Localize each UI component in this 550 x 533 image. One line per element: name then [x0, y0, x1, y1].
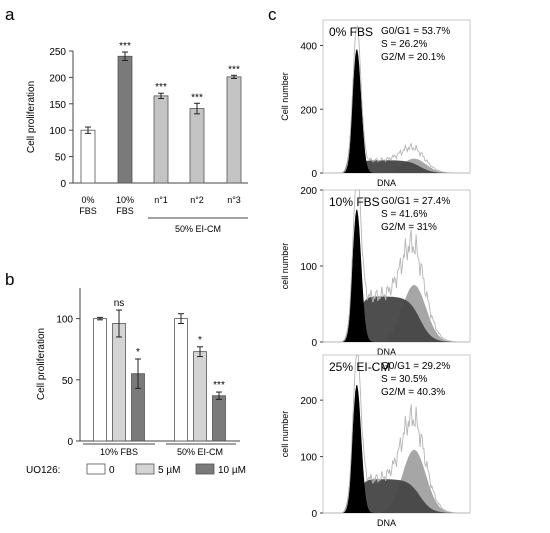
x-axis-label: DNA: [377, 347, 396, 357]
bar: [189, 108, 205, 184]
bar: [80, 129, 96, 184]
y-tick-label: 200: [300, 105, 317, 116]
g0g1-peak-area: [323, 209, 470, 342]
bar: [117, 55, 133, 184]
y-axis-label: Cell proliferation: [36, 328, 47, 400]
y-tick-label: 200: [300, 186, 317, 197]
y-tick-label: 200: [49, 73, 66, 84]
y-tick-label: 100: [300, 453, 317, 464]
bar: [226, 76, 242, 184]
g0g1-peak-area: [323, 49, 470, 173]
phase-stat: S = 26.2%: [381, 39, 428, 50]
y-tick-label: 400: [300, 42, 317, 53]
phase-stat: G0/G1 = 27.4%: [381, 196, 450, 207]
panel-label-c: c: [268, 5, 277, 24]
y-tick-label: 0: [311, 169, 317, 180]
y-axis-label: cell number: [280, 243, 290, 290]
phase-stat: G0/G1 = 29.2%: [381, 361, 450, 372]
subplot-label: 0% FBS: [329, 25, 373, 39]
x-tick-label: FBS: [116, 206, 134, 216]
g2m-peak-area: [323, 158, 470, 173]
g0g1-peak-area: [323, 385, 470, 513]
y-tick-label: 100: [300, 262, 317, 273]
y-tick-label: 50: [55, 153, 67, 164]
legend-label: 0: [109, 465, 115, 476]
legend-swatch: [195, 463, 215, 475]
y-tick-label: 0: [311, 509, 317, 520]
subplot-label: 25% EI-CM: [329, 360, 390, 374]
raw-histogram-line: [323, 24, 470, 174]
x-tick-label: FBS: [79, 206, 97, 216]
histogram-frame: [322, 19, 471, 174]
legend-swatch: [135, 463, 155, 475]
significance-label: ***: [155, 82, 167, 93]
raw-histogram-line: [323, 354, 470, 514]
bar: [153, 95, 169, 184]
legend-swatch: [86, 463, 106, 475]
panel-label-b: b: [5, 270, 14, 289]
phase-stat: G2/M = 40.3%: [381, 387, 445, 398]
x-tick-label: n°1: [154, 195, 168, 205]
g2m-peak-area: [323, 285, 470, 342]
significance-label: *: [198, 335, 202, 346]
x-tick-label: n°3: [227, 195, 241, 205]
phase-stat: G2/M = 31%: [381, 222, 437, 233]
y-tick-label: 0: [311, 338, 317, 349]
x-tick-label: 10%: [116, 195, 134, 205]
group-label: 50% EI-CM: [175, 224, 221, 234]
bar: [93, 318, 107, 442]
x-tick-label: n°2: [190, 195, 204, 205]
subplot-label: 10% FBS: [329, 195, 380, 209]
panel-c-histograms: 0 200 400 Cell number DNA 0% FBS G0/G1 = 53.7%…: [280, 19, 471, 528]
phase-stat: S = 41.6%: [381, 209, 428, 220]
y-tick-label: 200: [300, 396, 317, 407]
x-tick-label: 0%: [81, 195, 94, 205]
bar: [212, 395, 226, 442]
legend-title: UO126:: [26, 465, 60, 476]
significance-label: *: [136, 347, 140, 358]
legend-label: 10 µM: [218, 465, 246, 476]
phase-stat: G0/G1 = 53.7%: [381, 26, 450, 37]
bar: [174, 318, 188, 442]
x-tick-label: 50% EI-CM: [177, 447, 223, 457]
y-tick-label: 250: [49, 47, 66, 58]
legend-label: 5 µM: [158, 465, 180, 476]
panel-b-chart: 0 50 100 Cell proliferation 10% FBS ns * 50% EI…: [26, 288, 246, 476]
significance-label: ***: [191, 92, 203, 103]
panel-label-a: a: [5, 5, 15, 24]
raw-histogram-line: [323, 189, 470, 343]
y-axis-label: Cell number: [280, 72, 290, 121]
x-axis-label: DNA: [377, 178, 396, 188]
phase-stat: S = 30.5%: [381, 374, 428, 385]
y-tick-label: 150: [49, 100, 66, 111]
y-tick-label: 50: [62, 376, 74, 387]
significance-label: ***: [213, 380, 225, 391]
y-tick-label: 100: [49, 126, 66, 137]
bar: [112, 323, 126, 442]
x-tick-label: 10% FBS: [100, 447, 138, 457]
significance-label: ns: [114, 298, 125, 309]
significance-label: ***: [119, 41, 131, 52]
g2m-peak-area: [323, 449, 470, 513]
y-axis-label: Cell proliferation: [26, 81, 37, 153]
y-tick-label: 100: [56, 315, 73, 326]
bar: [193, 351, 207, 442]
significance-label: ***: [228, 64, 240, 75]
x-axis-label: DNA: [377, 518, 396, 528]
phase-stat: G2/M = 20.1%: [381, 52, 445, 63]
y-tick-label: 0: [60, 179, 66, 190]
y-axis-label: cell number: [280, 411, 290, 458]
y-tick-label: 0: [67, 437, 73, 448]
